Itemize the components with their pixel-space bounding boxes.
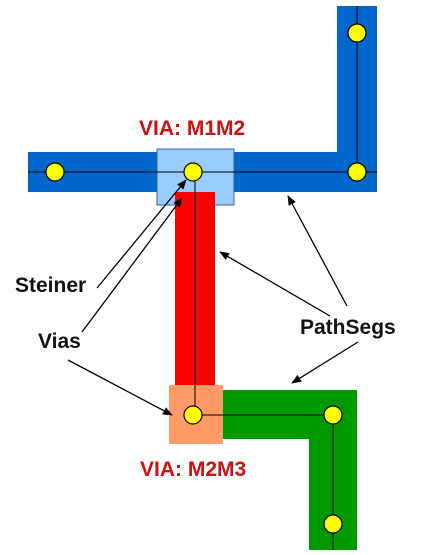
arrow-pathsegs-blue — [287, 195, 348, 307]
node-corner-green — [323, 405, 343, 425]
node-bottom — [323, 514, 343, 534]
arrow-pathsegs-red — [219, 251, 331, 317]
arrow-steiner — [96, 179, 187, 289]
node-top-right — [347, 23, 367, 43]
vias-label: Vias — [38, 330, 81, 353]
arrow-vias-top — [81, 197, 183, 333]
node-corner-right — [347, 162, 367, 182]
via-m2m3-label: VIA: M2M3 — [140, 458, 247, 481]
pathsegs-label: PathSegs — [300, 316, 396, 339]
arrow-pathsegs-green — [291, 341, 359, 384]
node-left-end — [45, 162, 65, 182]
node-steiner — [183, 162, 203, 182]
node-via-m2m3 — [183, 405, 203, 425]
via-m1m2-label: VIA: M1M2 — [139, 117, 246, 140]
steiner-label: Steiner — [15, 274, 87, 297]
arrow-vias-bottom — [67, 359, 173, 416]
